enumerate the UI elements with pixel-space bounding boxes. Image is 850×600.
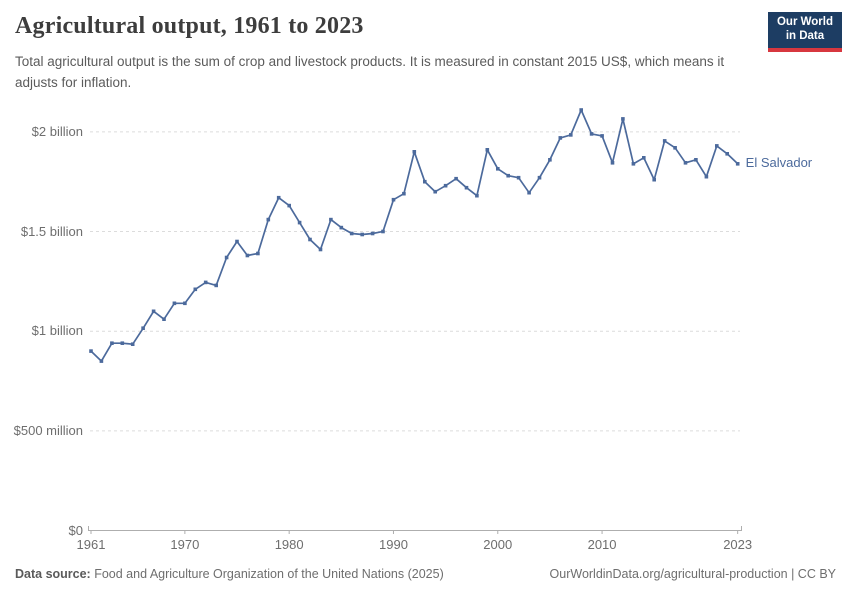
page-title: Agricultural output, 1961 to 2023: [15, 13, 364, 39]
data-line-el-salvador: [90, 109, 739, 362]
data-point-marker: [548, 158, 552, 162]
data-point-marker: [569, 133, 573, 137]
data-source-note: Data source: Food and Agriculture Organi…: [15, 567, 444, 581]
data-point-marker: [725, 152, 729, 156]
x-tick-label: 1980: [274, 537, 304, 552]
data-point-marker: [516, 175, 521, 180]
data-point-marker: [297, 220, 302, 225]
data-point-marker: [600, 134, 604, 138]
data-point-marker: [662, 139, 667, 143]
data-point-marker: [245, 253, 250, 258]
data-point-marker: [683, 161, 688, 165]
data-point-marker: [589, 132, 594, 136]
data-point-marker: [370, 231, 375, 236]
data-point-marker: [162, 317, 166, 321]
y-tick-label: $500 million: [13, 422, 83, 438]
x-axis-line: [88, 526, 742, 531]
data-point-marker: [130, 342, 135, 346]
data-point-marker: [433, 189, 437, 194]
data-point-marker: [308, 237, 312, 242]
data-point-marker: [318, 247, 323, 252]
x-tick-label: 1990: [379, 537, 408, 552]
data-point-marker: [558, 136, 563, 140]
data-point-marker: [694, 158, 698, 162]
data-point-marker: [496, 167, 500, 171]
data-point-marker: [120, 341, 125, 345]
data-point-marker: [537, 175, 542, 180]
data-point-marker: [360, 232, 364, 237]
data-point-marker: [214, 283, 218, 288]
y-tick-label: $1.5 billion: [20, 223, 83, 239]
chart-subtitle: Total agricultural output is the sum of …: [15, 54, 725, 90]
data-point-marker: [141, 326, 145, 330]
y-tick-label: $1 billion: [31, 323, 83, 339]
data-point-marker: [99, 359, 104, 363]
data-point-marker: [193, 287, 198, 292]
data-point-marker: [339, 225, 344, 230]
data-point-marker: [652, 177, 656, 182]
owid-logo-text: Our World in Data: [776, 16, 833, 42]
data-point-marker: [391, 197, 396, 202]
x-tick-label: 2010: [587, 537, 617, 552]
data-point-marker: [349, 231, 354, 236]
data-point-marker: [631, 162, 636, 166]
data-point-marker: [443, 183, 448, 188]
data-point-marker: [610, 161, 615, 165]
y-tick-label: $0: [68, 522, 83, 538]
series-label-el-salvador[interactable]: El Salvador: [745, 154, 813, 170]
data-point-marker: [506, 173, 510, 178]
x-tick-label: 1970: [170, 537, 200, 552]
data-point-marker: [172, 301, 177, 306]
data-point-marker: [235, 239, 239, 244]
data-point-marker: [715, 144, 719, 148]
data-point-marker: [485, 148, 490, 152]
data-point-marker: [527, 190, 531, 195]
x-tick-label: 1961: [76, 537, 106, 552]
data-point-marker: [464, 185, 469, 190]
y-tick-label: $2 billion: [31, 123, 83, 139]
citation-link[interactable]: OurWorldinData.org/agricultural-producti…: [549, 567, 836, 581]
data-point-marker: [256, 251, 260, 256]
data-point-marker: [89, 349, 93, 353]
data-point-marker: [673, 146, 677, 150]
x-tick-label: 2023: [723, 537, 753, 552]
data-point-marker: [402, 191, 406, 196]
data-point-marker: [183, 301, 187, 306]
chart-footer: Data source: Food and Agriculture Organi…: [0, 567, 850, 587]
data-point-marker: [276, 195, 281, 200]
data-point-marker: [266, 217, 271, 222]
data-point-marker: [475, 193, 479, 198]
data-point-marker: [381, 229, 385, 234]
data-point-marker: [704, 174, 709, 179]
data-point-marker: [329, 217, 333, 222]
data-point-marker: [224, 255, 229, 260]
data-source-label: Data source:: [15, 567, 91, 581]
owid-logo[interactable]: Our World in Data: [768, 12, 842, 52]
data-source-text: Food and Agriculture Organization of the…: [94, 567, 444, 581]
data-point-marker: [454, 176, 458, 181]
data-point-marker: [423, 179, 427, 184]
data-point-marker: [621, 117, 625, 121]
data-point-marker: [287, 203, 291, 208]
x-tick-label: 2000: [483, 537, 513, 552]
data-point-marker: [203, 280, 208, 285]
data-point-marker: [110, 341, 114, 345]
data-point-marker: [412, 150, 417, 154]
data-point-marker: [642, 156, 646, 160]
data-point-marker: [151, 309, 156, 314]
data-point-marker: [579, 108, 583, 112]
data-point-marker: [735, 162, 740, 166]
